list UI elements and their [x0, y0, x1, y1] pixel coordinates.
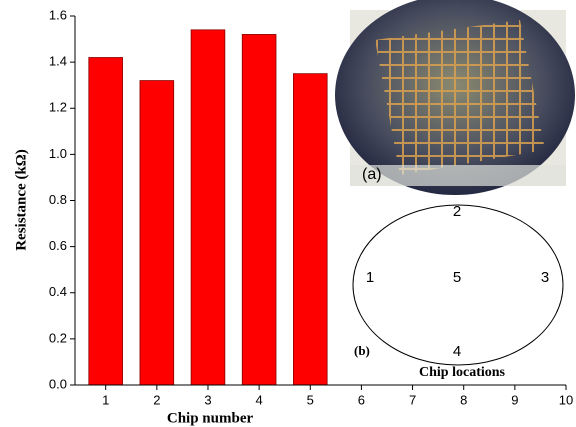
y-axis-title: Resistance (kΩ) [13, 149, 29, 251]
bar [293, 74, 327, 385]
y-tick-label: 1.4 [49, 54, 67, 69]
y-tick-label: 1.0 [49, 146, 67, 161]
chip-location-label: 5 [453, 269, 461, 286]
x-tick-label: 3 [204, 392, 211, 407]
y-tick-label: 0.6 [49, 238, 67, 253]
x-tick-label: 6 [358, 392, 365, 407]
chip-location-label: 1 [366, 269, 374, 286]
chart: (a) (b) Chip locations Resistance (kΩ) C… [0, 0, 576, 427]
y-tick-label: 0.4 [49, 284, 67, 299]
x-tick-label: 5 [307, 392, 314, 407]
x-tick-label: 1 [102, 392, 109, 407]
bar [242, 34, 276, 385]
y-tick-label: 1.6 [49, 7, 67, 22]
bar [191, 30, 225, 385]
chip-location-label: 4 [453, 343, 461, 360]
x-tick-label: 10 [559, 392, 573, 407]
x-tick-label: 2 [153, 392, 160, 407]
y-tick-label: 0.8 [49, 192, 67, 207]
inset-b-label: (b) [354, 343, 370, 358]
inset-b-title: Chip locations [419, 365, 506, 380]
inset-a-label: (a) [362, 166, 382, 183]
chip-location-label: 2 [453, 203, 461, 220]
x-tick-label: 4 [256, 392, 263, 407]
x-axis-title: Chip number [167, 410, 254, 426]
bar [140, 81, 174, 385]
bar [89, 58, 123, 385]
y-tick-label: 1.2 [49, 100, 67, 115]
x-tick-label: 7 [409, 392, 416, 407]
y-tick-label: 0.2 [49, 330, 67, 345]
y-tick-label: 0.0 [49, 376, 67, 391]
chip-location-label: 3 [541, 269, 549, 286]
x-tick-label: 9 [511, 392, 518, 407]
x-tick-label: 8 [460, 392, 467, 407]
